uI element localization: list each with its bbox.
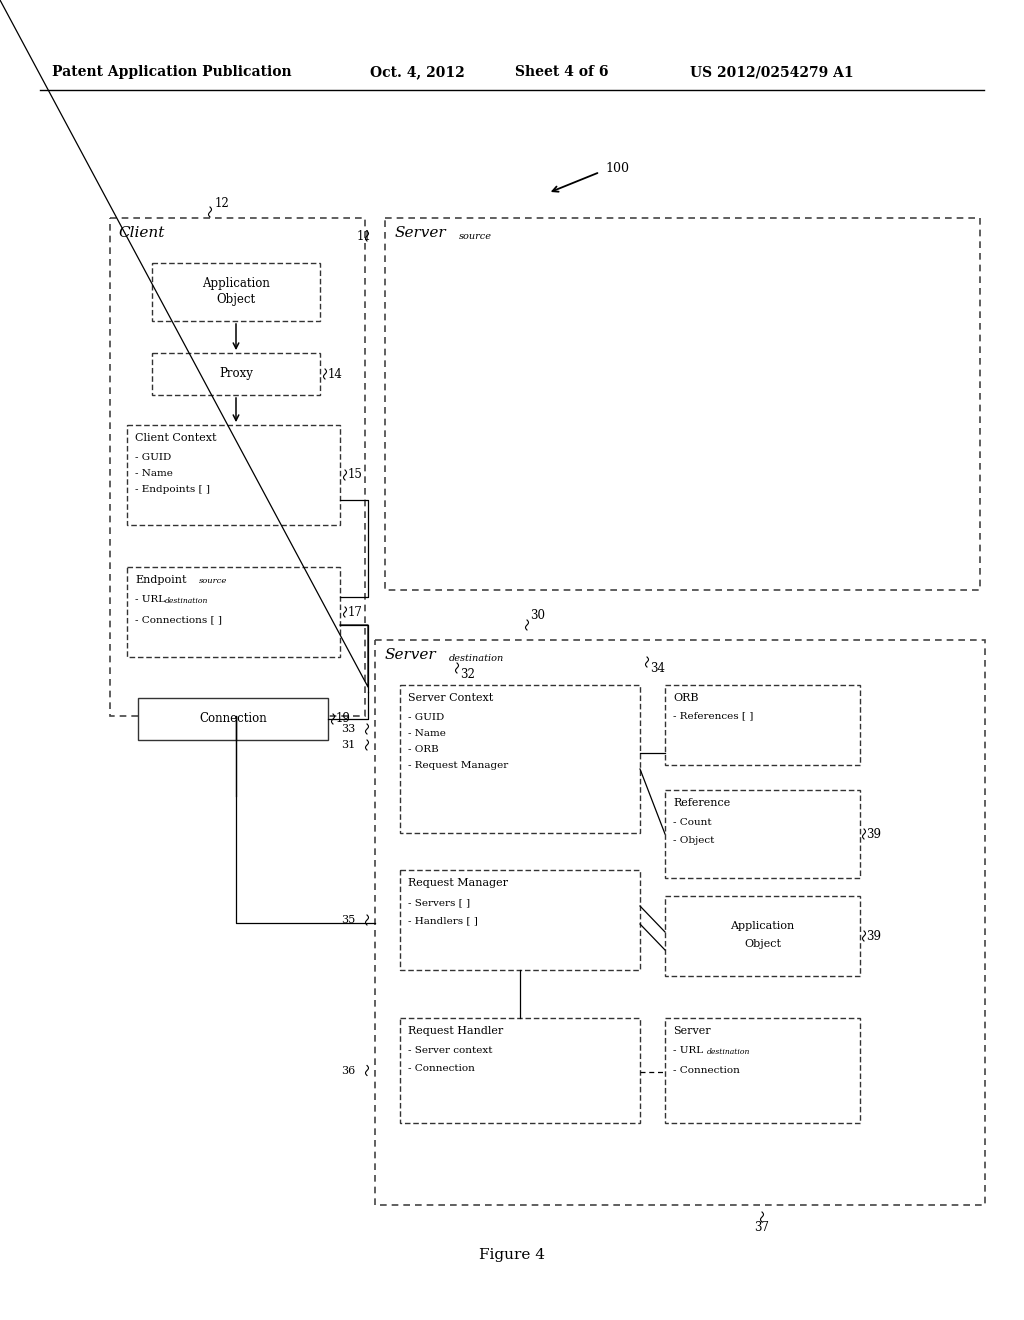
Text: Sheet 4 of 6: Sheet 4 of 6 — [515, 65, 608, 79]
Text: 39: 39 — [866, 929, 881, 942]
Text: Oct. 4, 2012: Oct. 4, 2012 — [370, 65, 465, 79]
Text: 31: 31 — [341, 741, 355, 750]
Text: 12: 12 — [215, 197, 229, 210]
Text: 11: 11 — [357, 230, 372, 243]
Bar — [127, 425, 340, 525]
Text: - Server context: - Server context — [408, 1045, 493, 1055]
Bar — [127, 568, 340, 657]
Bar — [138, 698, 328, 741]
Bar — [152, 263, 319, 321]
Text: - GUID: - GUID — [408, 713, 444, 722]
Text: - Connection: - Connection — [673, 1067, 740, 1074]
Text: Client Context: Client Context — [135, 433, 216, 444]
Text: - Connections [ ]: - Connections [ ] — [135, 615, 222, 624]
Text: ORB: ORB — [673, 693, 698, 704]
Text: - Object: - Object — [673, 836, 715, 845]
Bar — [400, 685, 640, 833]
Text: 39: 39 — [866, 828, 881, 841]
Text: - Connection: - Connection — [408, 1064, 475, 1073]
Text: Server Context: Server Context — [408, 693, 494, 704]
Text: Application: Application — [730, 921, 795, 931]
Bar — [665, 789, 860, 878]
Text: 32: 32 — [460, 668, 475, 681]
Text: Client: Client — [118, 226, 165, 240]
Text: - Request Manager: - Request Manager — [408, 762, 508, 770]
Text: 35: 35 — [341, 915, 355, 925]
Text: - Name: - Name — [135, 469, 173, 478]
Text: US 2012/0254279 A1: US 2012/0254279 A1 — [690, 65, 854, 79]
Bar — [110, 218, 365, 715]
Text: Endpoint: Endpoint — [135, 576, 186, 585]
Text: - GUID: - GUID — [135, 453, 171, 462]
Text: Object: Object — [744, 939, 781, 949]
Bar — [152, 352, 319, 395]
Text: Reference: Reference — [673, 799, 730, 808]
Text: Proxy: Proxy — [219, 367, 253, 380]
Text: source: source — [459, 232, 492, 242]
Bar — [665, 685, 860, 766]
Text: - URL: - URL — [135, 595, 165, 605]
Bar — [665, 1018, 860, 1123]
Bar — [385, 218, 980, 590]
Text: 14: 14 — [328, 367, 343, 380]
Bar — [400, 870, 640, 970]
Text: - URL: - URL — [673, 1045, 703, 1055]
Text: - Servers [ ]: - Servers [ ] — [408, 898, 470, 907]
Text: Patent Application Publication: Patent Application Publication — [52, 65, 292, 79]
Text: Server: Server — [385, 648, 436, 663]
Text: Application: Application — [202, 277, 270, 290]
Text: 100: 100 — [605, 161, 629, 174]
Text: 34: 34 — [650, 663, 665, 675]
Text: 17: 17 — [348, 606, 362, 619]
Text: 30: 30 — [530, 609, 545, 622]
Text: destination: destination — [707, 1048, 751, 1056]
Text: 33: 33 — [341, 723, 355, 734]
Text: destination: destination — [449, 653, 504, 663]
Bar — [375, 640, 985, 1205]
Text: - ORB: - ORB — [408, 744, 438, 754]
Text: Object: Object — [216, 293, 256, 306]
Text: Request Handler: Request Handler — [408, 1026, 503, 1036]
Text: - Endpoints [ ]: - Endpoints [ ] — [135, 484, 210, 494]
Text: 15: 15 — [348, 469, 362, 482]
Bar — [400, 1018, 640, 1123]
Text: 19: 19 — [336, 713, 351, 726]
Text: source: source — [199, 577, 227, 585]
Text: 37: 37 — [755, 1221, 769, 1234]
Text: destination: destination — [165, 597, 208, 605]
Text: - Count: - Count — [673, 818, 712, 828]
Text: Server: Server — [395, 226, 446, 240]
Text: Request Manager: Request Manager — [408, 878, 508, 888]
Text: 36: 36 — [341, 1065, 355, 1076]
Text: - Handlers [ ]: - Handlers [ ] — [408, 916, 478, 925]
Text: - References [ ]: - References [ ] — [673, 711, 754, 719]
Text: - Name: - Name — [408, 729, 445, 738]
Text: Connection: Connection — [199, 713, 267, 726]
Text: Server: Server — [673, 1026, 711, 1036]
Bar — [665, 896, 860, 975]
Text: Figure 4: Figure 4 — [479, 1247, 545, 1262]
